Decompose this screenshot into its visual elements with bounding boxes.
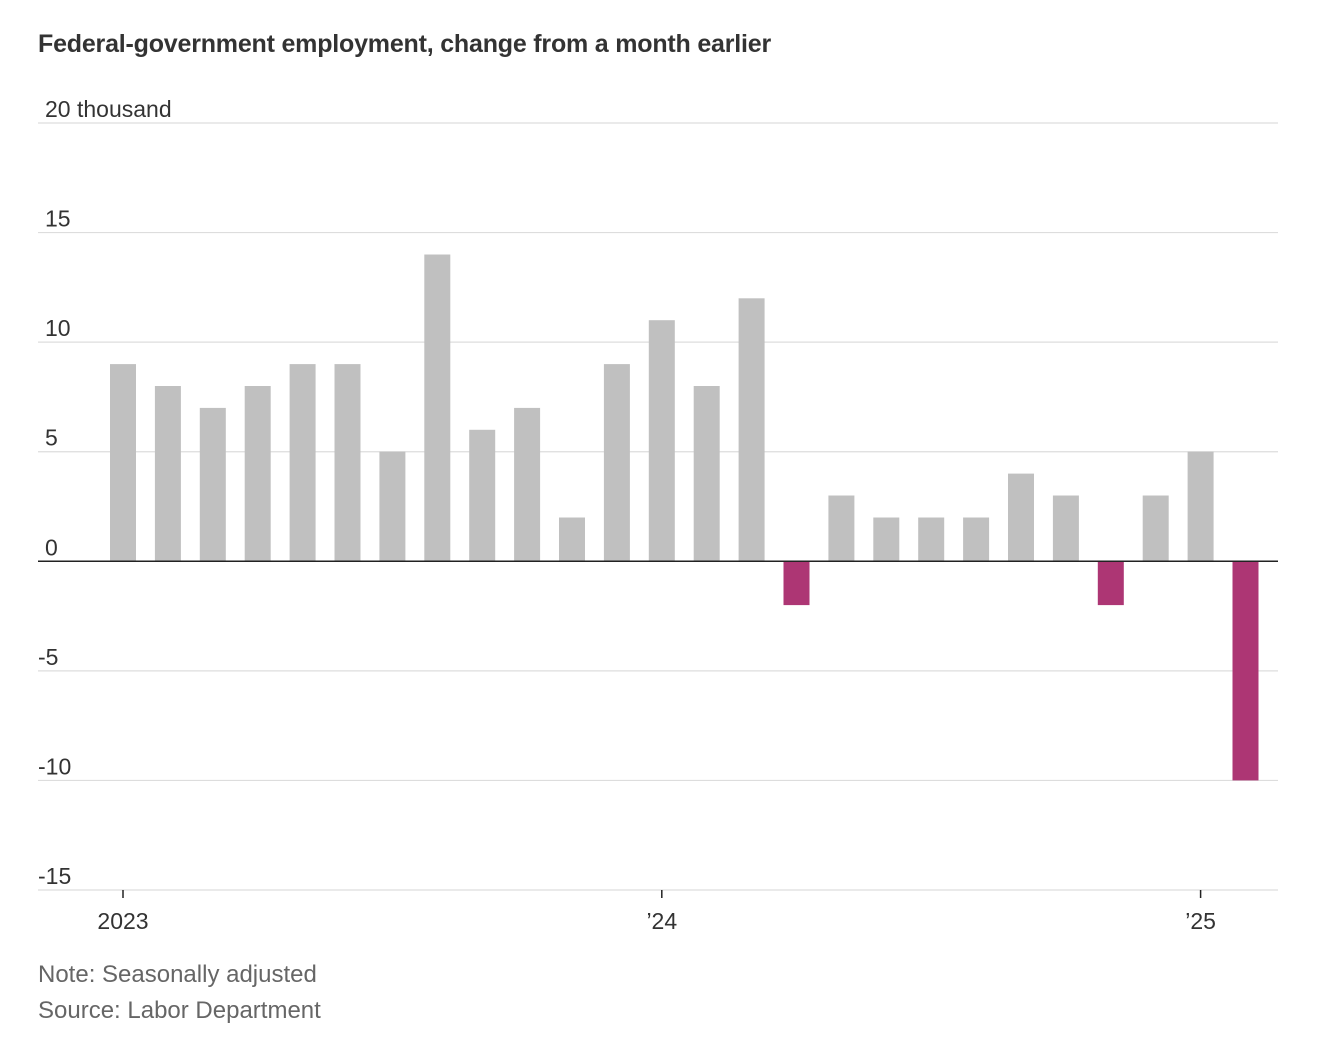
- y-tick-label: 10: [45, 315, 71, 341]
- bar-sep-2024: [1008, 473, 1034, 562]
- bar-dec-2024: [1142, 495, 1169, 562]
- bar-jul-2023: [379, 451, 406, 562]
- y-tick-label: -10: [38, 753, 71, 779]
- bar-apr-2024: [783, 561, 810, 606]
- bar-nov-2023: [559, 517, 585, 562]
- bar-may-2023: [289, 364, 316, 562]
- bar-oct-2023: [514, 407, 541, 562]
- x-tick-label: 2023: [97, 908, 148, 934]
- bar-sep-2023: [469, 429, 496, 562]
- x-axis: 2023 ’24 ’25: [97, 890, 1216, 934]
- x-tick-label: ’24: [646, 908, 677, 934]
- bar-mar-2024: [738, 298, 765, 562]
- bar-jan-2025: [1187, 451, 1214, 562]
- bar-feb-2024: [693, 386, 720, 562]
- bar-may-2024: [828, 495, 855, 562]
- x-tick-label: ’25: [1185, 908, 1216, 934]
- chart-title: Federal-government employment, change fr…: [38, 30, 772, 58]
- bar-jan-2024: [648, 320, 675, 562]
- bar-aug-2023: [424, 254, 451, 562]
- bar-jun-2023: [334, 364, 361, 562]
- bar-jan-2023: [110, 364, 136, 562]
- bar-apr-2023: [244, 386, 271, 562]
- bar-chart: 20 thousand 15 10 5 0 -5 -10 -15 2023 ’24 ’25: [38, 96, 1278, 934]
- y-tick-label: -15: [38, 863, 71, 889]
- y-tick-label: 15: [45, 206, 71, 232]
- y-tick-label: -5: [38, 644, 58, 670]
- bar-mar-2023: [199, 407, 226, 562]
- bar-nov-2024: [1097, 561, 1124, 606]
- bar-feb-2023: [154, 386, 181, 562]
- bar-aug-2024: [963, 517, 990, 562]
- bar-dec-2023: [603, 364, 630, 562]
- bar-oct-2024: [1052, 495, 1079, 562]
- y-tick-label: 0: [45, 534, 58, 560]
- bar-jul-2024: [918, 517, 945, 562]
- chart-source: Source: Labor Department: [38, 997, 321, 1024]
- y-tick-label: 5: [45, 425, 58, 451]
- chart-note: Note: Seasonally adjusted: [38, 961, 317, 988]
- bar-feb-2025: [1232, 561, 1259, 781]
- bar-jun-2024: [873, 517, 900, 562]
- bars: [110, 254, 1259, 781]
- y-axis-labels: 20 thousand 15 10 5 0 -5 -10 -15: [38, 96, 172, 889]
- y-tick-label: 20 thousand: [45, 96, 172, 122]
